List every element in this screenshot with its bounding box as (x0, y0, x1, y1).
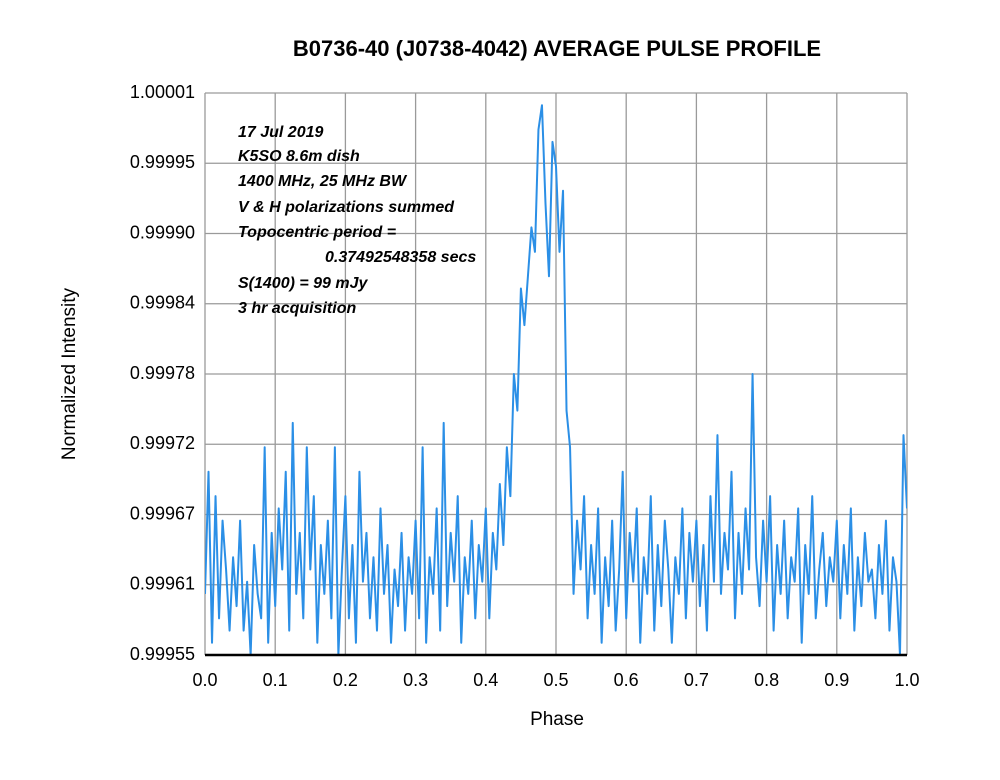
annotation-line: K5SO 8.6m dish (238, 148, 360, 165)
x-tick-label: 0.3 (403, 670, 428, 690)
y-tick-label: 0.99961 (130, 574, 195, 594)
grid: 0.99955 0.99961 0.99967 0.99972 0.99978 0.999… (130, 82, 920, 690)
y-tick-label: 0.99967 (130, 503, 195, 523)
annotation-line: 3 hr acquisition (238, 300, 356, 317)
annotation-line: 0.37492548358 secs (325, 249, 476, 266)
plot (205, 104, 907, 655)
annotation-line: 1400 MHz, 25 MHz BW (238, 173, 408, 190)
x-axis-label: Phase (530, 709, 584, 730)
y-tick-label: 0.99990 (130, 222, 195, 242)
y-tick-label: 0.99995 (130, 152, 195, 172)
annotation-line: V & H polarizations summed (238, 199, 455, 216)
x-tick-label: 0.1 (263, 670, 288, 690)
x-tick-label: 0.5 (543, 670, 568, 690)
x-tick-label: 0.7 (684, 670, 709, 690)
x-tick-label: 0.0 (192, 670, 217, 690)
y-tick-label: 0.99972 (130, 433, 195, 453)
x-tick-label: 0.4 (473, 670, 498, 690)
x-tick-label: 0.8 (754, 670, 779, 690)
chart-title: B0736-40 (J0738-4042) AVERAGE PULSE PROF… (293, 36, 821, 61)
y-tick-label: 0.99955 (130, 644, 195, 664)
annotation: 17 Jul 2019 K5SO 8.6m dish 1400 MHz, 25 … (238, 124, 476, 317)
annotation-line: 17 Jul 2019 (238, 124, 324, 141)
x-tick-label: 0.2 (333, 670, 358, 690)
y-axis-label: Normalized Intensity (59, 287, 80, 460)
y-tick-label: 0.99978 (130, 363, 195, 383)
x-tick-label: 1.0 (894, 670, 919, 690)
data-line (205, 104, 907, 655)
annotation-line: S(1400) = 99 mJy (238, 275, 369, 292)
x-tick-label: 0.6 (614, 670, 639, 690)
x-tick-label: 0.9 (824, 670, 849, 690)
annotation-line: Topocentric period = (238, 224, 396, 241)
y-tick-label: 1.00001 (130, 82, 195, 102)
y-tick-label: 0.99984 (130, 293, 195, 313)
